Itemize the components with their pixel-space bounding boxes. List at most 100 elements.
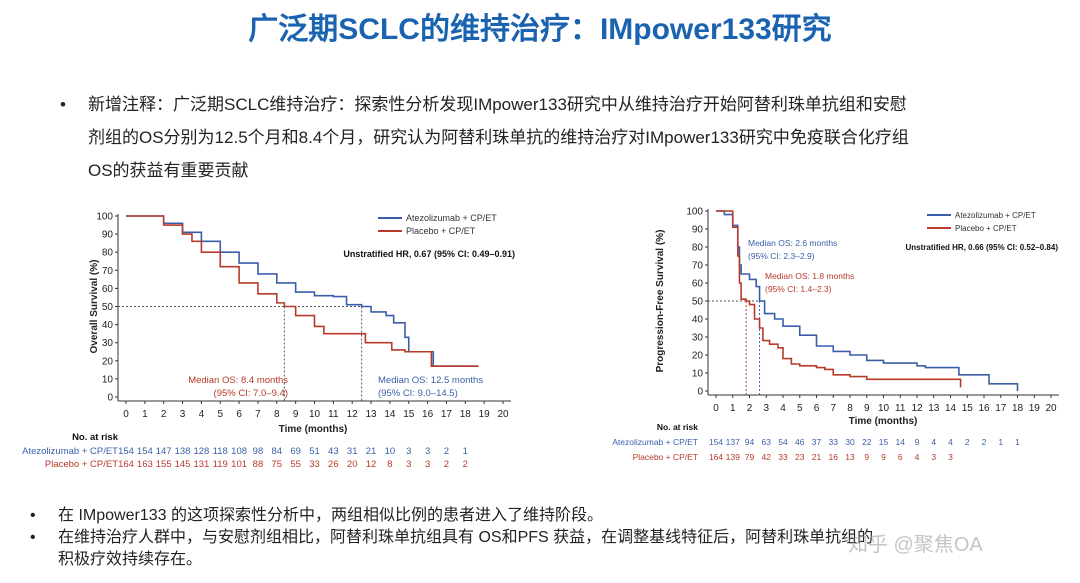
x-tick-label: 3 bbox=[180, 409, 186, 420]
risk-value: 79 bbox=[745, 452, 755, 462]
median-label: Median OS: 12.5 months bbox=[378, 375, 483, 386]
x-tick-label: 5 bbox=[217, 409, 223, 420]
risk-value: 163 bbox=[137, 459, 153, 470]
y-tick-label: 80 bbox=[692, 243, 704, 254]
x-tick-label: 14 bbox=[945, 403, 957, 414]
x-tick-label: 9 bbox=[864, 403, 870, 414]
risk-value: 26 bbox=[328, 459, 339, 470]
y-tick-label: 70 bbox=[692, 261, 704, 272]
risk-value: 128 bbox=[193, 446, 209, 457]
y-tick-label: 10 bbox=[102, 374, 114, 385]
risk-value: 42 bbox=[762, 452, 772, 462]
x-tick-label: 10 bbox=[309, 409, 321, 420]
y-tick-label: 60 bbox=[102, 284, 114, 295]
y-axis-label: Overall Survival (%) bbox=[89, 260, 100, 354]
note-line: 新增注释：广泛期SCLC维持治疗：探索性分析发现IMpower133研究中从维持… bbox=[88, 95, 907, 114]
risk-value: 4 bbox=[948, 437, 953, 447]
risk-value: 33 bbox=[829, 437, 839, 447]
risk-value: 2 bbox=[463, 459, 468, 470]
risk-value: 2 bbox=[982, 437, 987, 447]
summary-bullet: 在 IMpower133 的这项探索性分析中，两组相似比例的患者进入了维持阶段。 bbox=[30, 505, 1050, 527]
risk-value: 155 bbox=[156, 459, 172, 470]
risk-value: 33 bbox=[778, 452, 788, 462]
x-tick-label: 9 bbox=[293, 409, 299, 420]
risk-value: 1 bbox=[1015, 437, 1020, 447]
legend-label: Placebo + CP/ET bbox=[955, 224, 1017, 233]
risk-value: 139 bbox=[726, 452, 740, 462]
x-tick-label: 8 bbox=[274, 409, 280, 420]
y-tick-label: 100 bbox=[686, 207, 703, 218]
x-tick-label: 0 bbox=[123, 409, 129, 420]
y-tick-label: 30 bbox=[102, 338, 114, 349]
x-axis-label: Time (months) bbox=[849, 416, 918, 427]
y-tick-label: 50 bbox=[102, 302, 114, 313]
risk-table-title: No. at risk bbox=[657, 422, 698, 432]
x-tick-label: 6 bbox=[236, 409, 242, 420]
y-tick-label: 30 bbox=[692, 333, 704, 344]
risk-value: 88 bbox=[253, 459, 264, 470]
risk-value: 20 bbox=[347, 459, 358, 470]
x-tick-label: 2 bbox=[747, 403, 753, 414]
risk-value: 63 bbox=[762, 437, 772, 447]
x-tick-label: 1 bbox=[730, 403, 736, 414]
risk-value: 131 bbox=[193, 459, 209, 470]
risk-table-title: No. at risk bbox=[72, 432, 119, 443]
risk-value: 31 bbox=[347, 446, 358, 457]
hazard-ratio: Unstratified HR, 0.67 (95% CI: 0.49–0.91… bbox=[343, 249, 515, 259]
risk-value: 9 bbox=[864, 452, 869, 462]
x-tick-label: 11 bbox=[895, 403, 906, 414]
y-tick-label: 0 bbox=[107, 393, 113, 404]
y-tick-label: 40 bbox=[692, 315, 704, 326]
x-tick-label: 4 bbox=[199, 409, 205, 420]
risk-value: 15 bbox=[879, 437, 889, 447]
legend-label: Atezolizumab + CP/ET bbox=[406, 213, 497, 223]
y-tick-label: 20 bbox=[692, 351, 704, 362]
note-bullet: 新增注释：广泛期SCLC维持治疗：探索性分析发现IMpower133研究中从维持… bbox=[60, 88, 1050, 187]
x-tick-label: 20 bbox=[1045, 403, 1057, 414]
note-line: OS的获益有重要贡献 bbox=[88, 161, 249, 180]
x-tick-label: 10 bbox=[878, 403, 890, 414]
summary-line: 积极疗效持续存在。 bbox=[58, 551, 203, 568]
risk-value: 51 bbox=[309, 446, 320, 457]
median-label: Median OS: 8.4 months bbox=[188, 375, 288, 386]
x-tick-label: 13 bbox=[928, 403, 940, 414]
hazard-ratio: Unstratified HR, 0.66 (95% CI: 0.52–0.84… bbox=[905, 243, 1058, 252]
median-ci-label: (95% CI: 7.0–9.4) bbox=[214, 388, 288, 399]
risk-value: 33 bbox=[309, 459, 320, 470]
risk-value: 1 bbox=[998, 437, 1003, 447]
median-ci-label: (95% CI: 9.0–14.5) bbox=[378, 388, 458, 399]
risk-row-label: Placebo + CP/ET bbox=[45, 459, 118, 470]
km-curve-atezolizumab bbox=[126, 215, 479, 368]
x-tick-label: 6 bbox=[814, 403, 820, 414]
risk-value: 2 bbox=[444, 446, 449, 457]
risk-value: 75 bbox=[272, 459, 283, 470]
risk-value: 3 bbox=[406, 446, 411, 457]
y-tick-label: 0 bbox=[697, 387, 703, 398]
legend-label: Atezolizumab + CP/ET bbox=[955, 211, 1036, 220]
summary-line: 在维持治疗人群中，与安慰剂组相比，阿替利珠单抗组具有 OS和PFS 获益，在调整… bbox=[58, 529, 874, 546]
x-tick-label: 11 bbox=[328, 409, 339, 420]
risk-row-label: Placebo + CP/ET bbox=[633, 452, 698, 462]
x-tick-label: 4 bbox=[780, 403, 786, 414]
risk-value: 13 bbox=[845, 452, 855, 462]
risk-value: 164 bbox=[709, 452, 723, 462]
risk-value: 1 bbox=[463, 446, 468, 457]
y-tick-label: 80 bbox=[102, 248, 114, 259]
risk-value: 154 bbox=[137, 446, 153, 457]
x-tick-label: 14 bbox=[384, 409, 396, 420]
x-tick-label: 12 bbox=[911, 403, 923, 414]
watermark: 知乎 @聚焦OA bbox=[848, 534, 983, 556]
risk-value: 6 bbox=[898, 452, 903, 462]
risk-value: 8 bbox=[387, 459, 392, 470]
risk-value: 164 bbox=[118, 459, 134, 470]
risk-value: 10 bbox=[385, 446, 396, 457]
risk-value: 43 bbox=[328, 446, 339, 457]
risk-value: 22 bbox=[862, 437, 872, 447]
x-tick-label: 19 bbox=[479, 409, 491, 420]
risk-value: 14 bbox=[896, 437, 906, 447]
risk-value: 2 bbox=[444, 459, 449, 470]
risk-value: 12 bbox=[366, 459, 377, 470]
km-curve-placebo bbox=[716, 210, 962, 388]
